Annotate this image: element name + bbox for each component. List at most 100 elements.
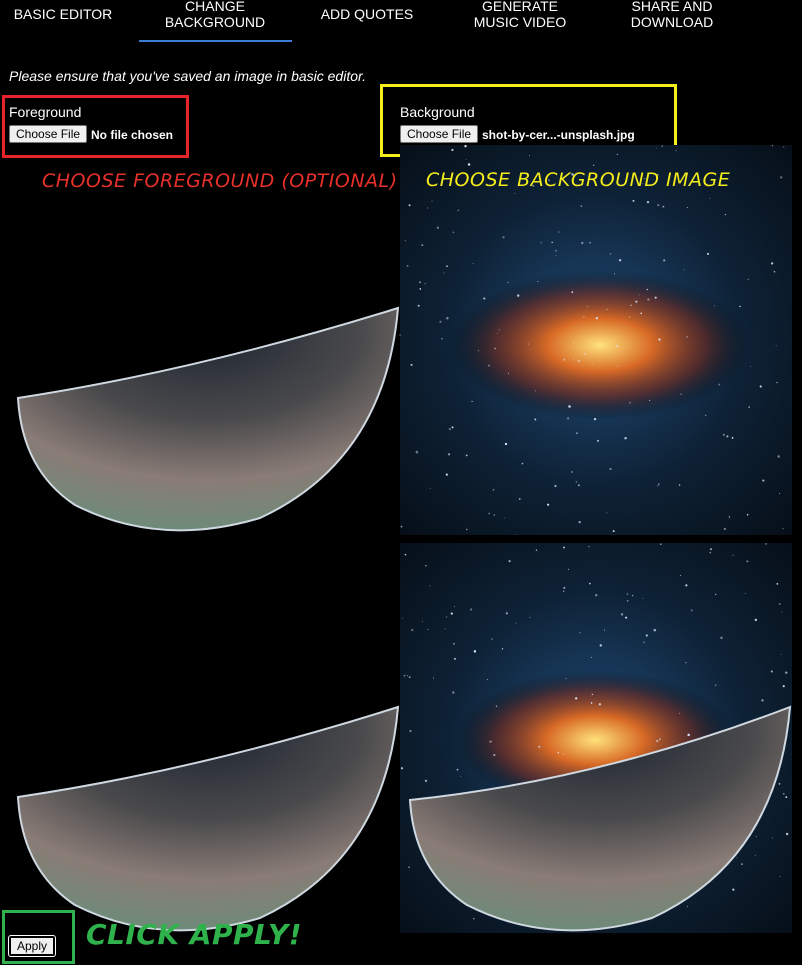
star <box>680 574 681 576</box>
star <box>436 226 440 229</box>
star <box>446 265 448 267</box>
star <box>400 767 404 770</box>
star <box>656 174 659 176</box>
star <box>630 304 632 306</box>
star <box>746 560 749 563</box>
star <box>577 484 580 487</box>
star <box>783 146 785 148</box>
star <box>785 796 788 799</box>
star <box>538 745 541 748</box>
star <box>771 145 774 147</box>
star <box>505 612 508 615</box>
foreground-label: Foreground <box>9 104 82 120</box>
star <box>687 905 689 907</box>
star <box>724 213 727 216</box>
star <box>450 612 453 615</box>
star <box>780 176 783 179</box>
nav-tab[interactable]: GENERATE MUSIC VIDEO <box>473 0 567 30</box>
star <box>508 560 511 563</box>
star <box>777 455 780 458</box>
star <box>498 329 500 331</box>
star <box>454 606 456 608</box>
star <box>471 400 473 403</box>
nav-tab[interactable]: BASIC EDITOR <box>13 6 113 22</box>
apply-button[interactable]: Apply <box>7 935 57 957</box>
nav-tab[interactable]: ADD QUOTES <box>320 6 414 22</box>
star <box>535 549 538 551</box>
star <box>578 520 581 524</box>
star <box>603 629 605 631</box>
star <box>657 485 659 487</box>
star <box>659 738 661 741</box>
nav-tab[interactable]: CHANGE BACKGROUND <box>164 0 266 30</box>
star <box>493 514 495 516</box>
star <box>732 888 735 891</box>
star <box>714 593 717 596</box>
star <box>571 471 573 473</box>
star <box>579 632 581 634</box>
star <box>591 363 593 365</box>
star <box>626 599 629 602</box>
foreground-annotation: CHOOSE FOREGROUND (OPTIONAL) <box>42 170 398 192</box>
star <box>473 918 475 920</box>
foreground-preview <box>16 306 400 532</box>
star <box>690 609 693 612</box>
star <box>759 385 762 388</box>
star <box>409 729 412 733</box>
star <box>446 316 449 320</box>
star <box>765 543 767 545</box>
star <box>568 405 571 408</box>
star <box>771 837 773 839</box>
star <box>685 584 688 587</box>
star <box>493 753 496 756</box>
star <box>629 316 631 318</box>
star <box>431 200 433 202</box>
star <box>528 343 529 345</box>
star <box>407 675 409 677</box>
star <box>457 209 459 211</box>
star <box>456 768 459 771</box>
star <box>647 298 650 301</box>
star <box>707 252 710 255</box>
star <box>782 792 785 795</box>
star <box>778 783 781 785</box>
apply-annotation: CLICK APPLY! <box>86 918 303 951</box>
star <box>557 752 560 754</box>
star <box>586 306 588 308</box>
star <box>555 249 557 252</box>
star <box>433 677 435 679</box>
star <box>452 691 455 694</box>
star <box>483 297 486 300</box>
star <box>720 636 723 640</box>
star <box>444 628 446 630</box>
star <box>593 417 597 421</box>
star <box>761 699 764 702</box>
star <box>635 300 638 303</box>
nav-tab[interactable]: SHARE AND DOWNLOAD <box>630 0 714 30</box>
star <box>515 622 517 624</box>
foreground-highlight <box>2 95 189 158</box>
star <box>427 628 429 631</box>
star <box>662 205 665 208</box>
star <box>419 288 422 290</box>
star <box>678 484 681 486</box>
star <box>709 551 712 554</box>
notice: Please ensure that you've saved an image… <box>9 68 367 84</box>
star <box>504 517 505 519</box>
star <box>653 628 657 632</box>
star <box>780 653 782 655</box>
star <box>683 269 685 271</box>
star <box>606 512 608 514</box>
foreground-file-button[interactable]: Choose File <box>9 125 88 143</box>
star <box>487 364 490 367</box>
star <box>597 439 599 442</box>
star <box>571 291 574 293</box>
star <box>675 150 677 152</box>
background-file-button[interactable]: Choose File <box>400 125 479 143</box>
star <box>612 530 615 533</box>
star <box>452 642 455 645</box>
star <box>747 278 749 280</box>
star <box>537 281 539 282</box>
star <box>402 618 404 620</box>
star <box>486 678 489 681</box>
